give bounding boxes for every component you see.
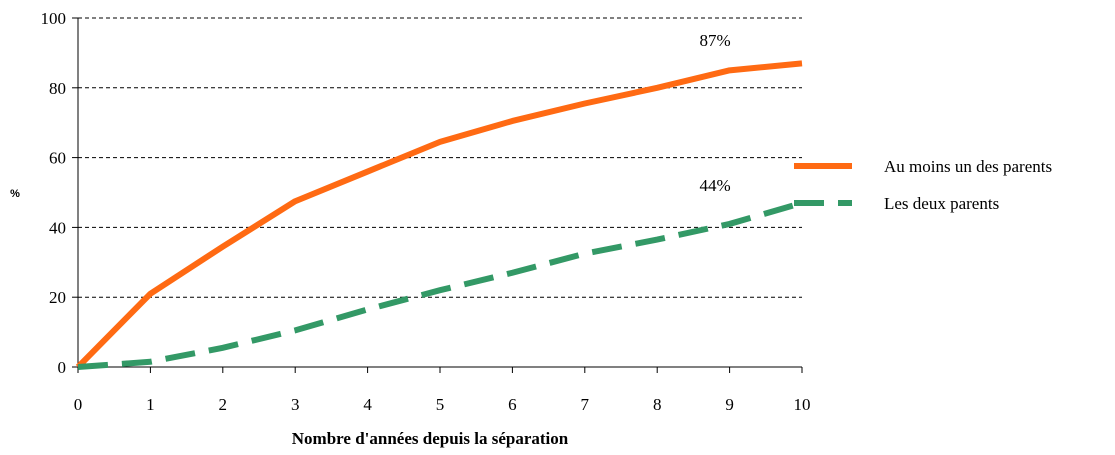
annotations: 87% 44% <box>700 31 731 195</box>
x-tick-label: 8 <box>653 395 662 414</box>
x-tick-label: 2 <box>219 395 228 414</box>
x-tick-label: 7 <box>581 395 590 414</box>
series-lines <box>75 60 803 370</box>
x-tick-label: 5 <box>436 395 445 414</box>
y-tick-label: 80 <box>49 79 66 98</box>
x-tick-label: 1 <box>146 395 155 414</box>
x-tick-label: 0 <box>74 395 83 414</box>
series-line-2 <box>77 200 803 370</box>
x-axis-label: Nombre d'années depuis la séparation <box>292 429 569 448</box>
y-tick-label: 0 <box>58 358 67 377</box>
x-tick-label: 4 <box>363 395 372 414</box>
annotation-label: 87% <box>700 31 731 50</box>
x-tick-label: 3 <box>291 395 300 414</box>
gridlines <box>78 17 802 298</box>
x-axis-ticks: 0 1 2 3 4 5 6 7 8 9 10 <box>74 367 811 414</box>
y-axis-label: % <box>10 188 20 200</box>
y-tick-label: 60 <box>49 149 66 168</box>
legend-label-series-1: Au moins un des parents <box>884 157 1052 176</box>
y-tick-label: 100 <box>41 9 67 28</box>
series-line-1 <box>75 60 803 370</box>
y-axis-ticks: 0 20 40 60 80 100 <box>41 9 78 377</box>
x-tick-label: 10 <box>794 395 811 414</box>
y-tick-label: 20 <box>49 288 66 307</box>
axes <box>77 18 802 368</box>
legend: Au moins un des parents Les deux parents <box>794 157 1052 213</box>
annotation-label: 44% <box>700 176 731 195</box>
x-tick-label: 6 <box>508 395 517 414</box>
x-tick-label: 9 <box>725 395 734 414</box>
y-tick-label: 40 <box>49 218 66 237</box>
legend-label-series-2: Les deux parents <box>884 194 999 213</box>
